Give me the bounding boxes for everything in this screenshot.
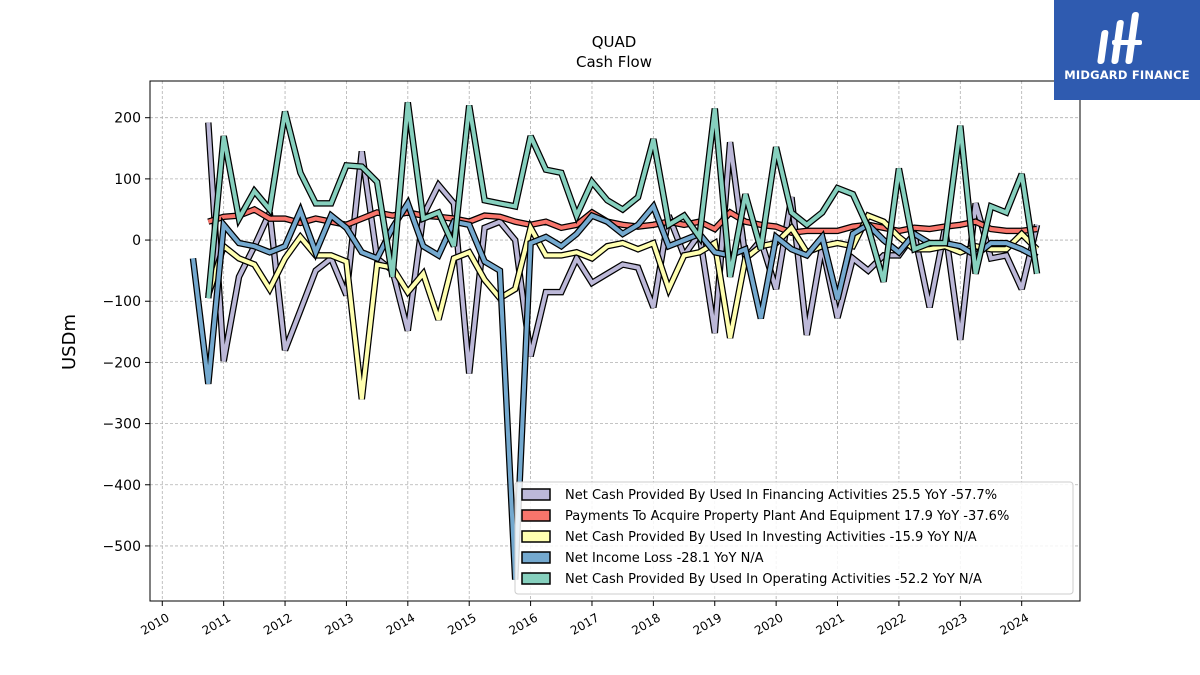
legend-label: Net Cash Provided By Used In Operating A…: [565, 572, 982, 587]
x-tick-label: 2020: [752, 610, 785, 637]
legend: Net Cash Provided By Used In Financing A…: [514, 481, 1074, 595]
legend-label: Net Cash Provided By Used In Financing A…: [565, 488, 997, 503]
legend-label: Payments To Acquire Property Plant And E…: [565, 509, 1009, 524]
x-tick-label: 2014: [384, 610, 417, 637]
legend-label: Net Cash Provided By Used In Investing A…: [565, 530, 977, 545]
series-lines: [189, 101, 1041, 580]
y-tick-label: 200: [114, 111, 141, 127]
x-tick-label: 2012: [261, 610, 294, 637]
y-tick-label: 100: [114, 172, 141, 188]
x-tick-label: 2010: [138, 610, 171, 637]
series-line-net-cash-provided-by-used-in-operating-activities: [206, 102, 1039, 299]
legend-swatch: [521, 530, 551, 543]
x-tick-label: 2022: [875, 610, 908, 637]
y-tick-label: −200: [103, 355, 141, 371]
x-tick-label: 2021: [814, 610, 847, 637]
y-tick-label: −300: [103, 417, 141, 433]
legend-swatch: [521, 488, 551, 501]
series-line-net-income-loss: [191, 198, 1038, 580]
x-tick-label: 2019: [691, 610, 724, 637]
x-tick-label: 2017: [568, 610, 601, 637]
y-tick-label: 0: [132, 233, 141, 249]
logo-mark-icon: [1097, 12, 1142, 64]
legend-box: [514, 481, 1074, 595]
legend-label: Net Income Loss -28.1 YoY N/A: [565, 551, 764, 566]
y-tick-label: −400: [103, 478, 141, 494]
x-tick-label: 2023: [936, 610, 969, 637]
chart-title: QUAD: [592, 33, 637, 51]
y-axis-label: USDm: [59, 314, 80, 370]
chart-subtitle: Cash Flow: [576, 53, 652, 71]
x-tick-label: 2013: [322, 610, 355, 637]
plot-frame: [149, 80, 1081, 602]
x-tick-label: 2024: [998, 610, 1031, 637]
x-tick-label: 2016: [507, 610, 540, 637]
brand-logo: MIDGARD FINANCE: [1054, 0, 1200, 100]
legend-swatch: [521, 551, 551, 564]
brand-name: MIDGARD FINANCE: [1064, 68, 1190, 82]
y-tick-label: −100: [103, 294, 141, 310]
x-tick-label: 2015: [445, 610, 478, 637]
y-tick-label: −500: [103, 539, 141, 555]
series-line-net-cash-provided-by-used-in-investing-activities: [206, 213, 1039, 400]
x-tick-label: 2018: [629, 610, 662, 637]
x-tick-label: 2011: [200, 610, 233, 637]
legend-swatch: [521, 509, 551, 522]
legend-swatch: [521, 572, 551, 585]
